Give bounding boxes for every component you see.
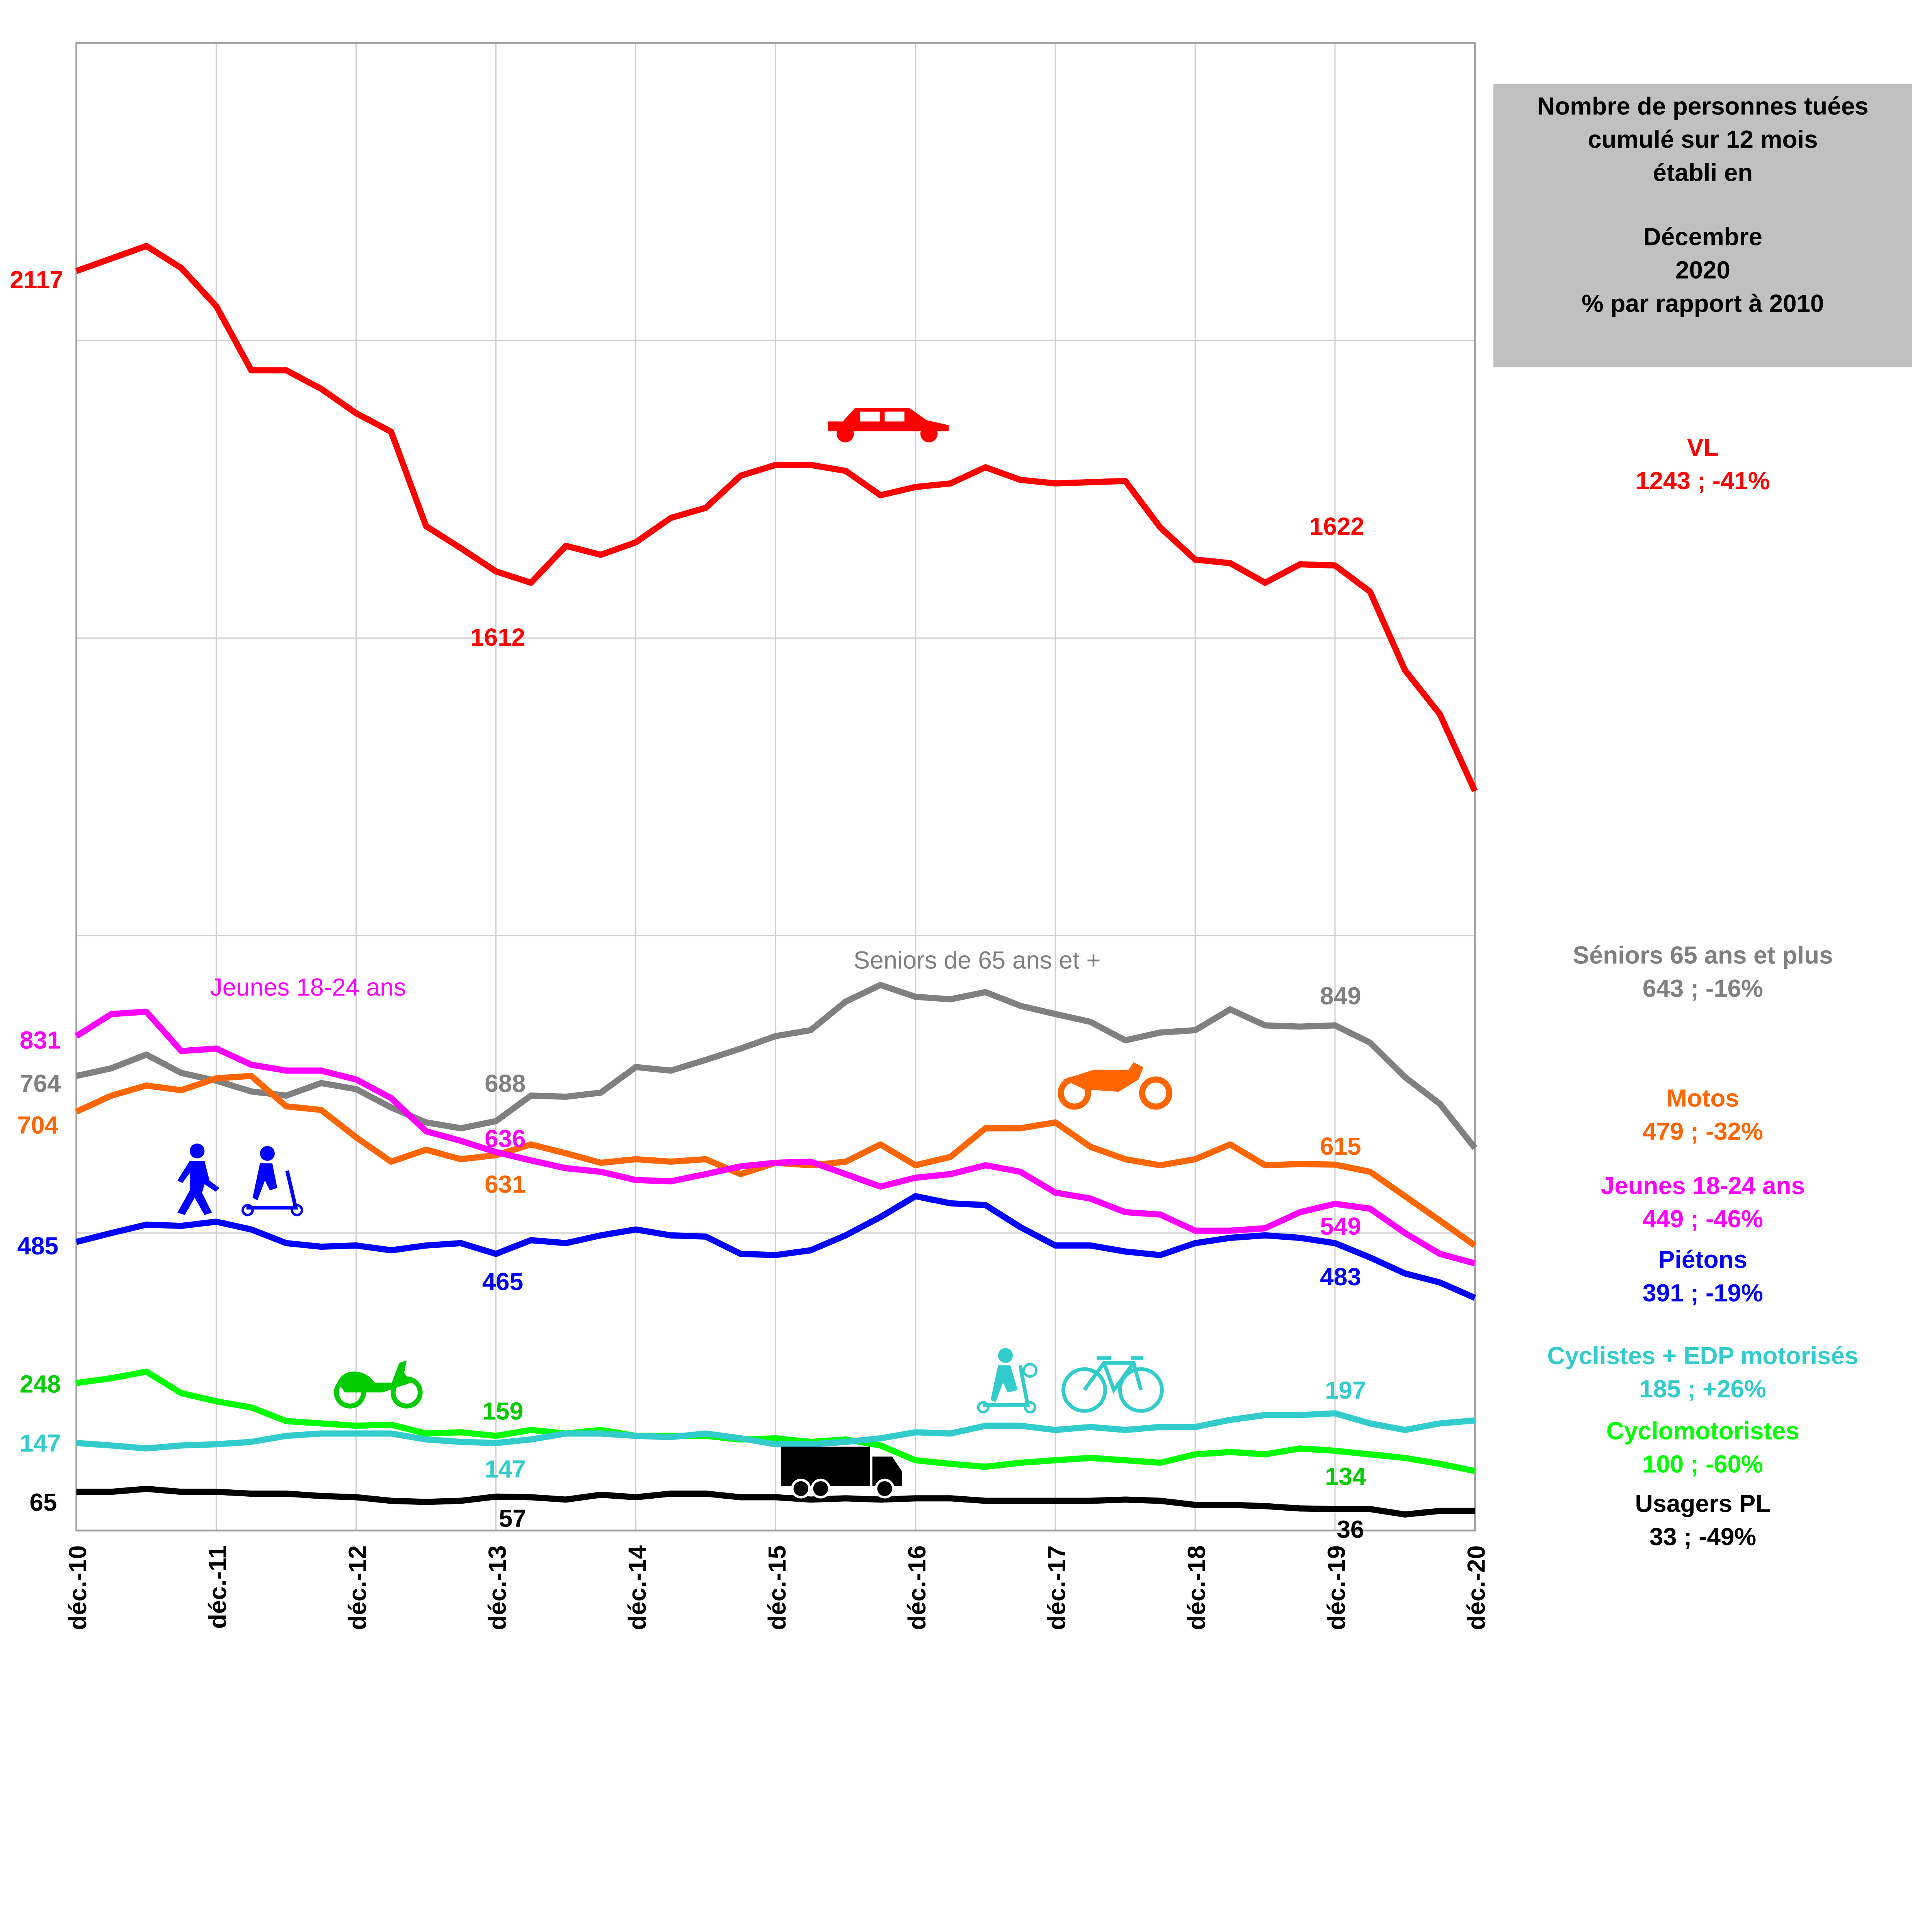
label-seniors-2019: 849 xyxy=(1320,982,1361,1010)
chart: déc.-10 déc.-11 déc.-12 déc.-13 déc.-14 déc.-… xyxy=(10,42,1912,1630)
legend-name-pl: Usagers PL xyxy=(1635,1490,1770,1518)
legend-value-cyclos: 100 ; -60% xyxy=(1643,1450,1763,1478)
legend-name-vl: VL xyxy=(1687,434,1718,461)
label-cyclistes-2019: 197 xyxy=(1325,1376,1366,1404)
label-pietons-start: 485 xyxy=(17,1232,58,1260)
x-tick-label: déc.-18 xyxy=(1183,1545,1211,1630)
legend-value-motos: 479 ; -32% xyxy=(1643,1118,1763,1145)
series-lines xyxy=(75,243,1478,1518)
label-pietons-2019: 483 xyxy=(1320,1263,1361,1291)
pedestrian-icon xyxy=(177,1143,219,1215)
legend-value-vl: 1243 ; -41% xyxy=(1636,467,1770,495)
legend-value-pl: 33 ; -49% xyxy=(1650,1523,1756,1551)
x-tick-label: déc.-15 xyxy=(763,1545,791,1630)
label-pl-2013: 57 xyxy=(499,1504,526,1532)
info-line4: Décembre xyxy=(1643,223,1762,251)
legend-name-cyclistes: Cyclistes + EDP motorisés xyxy=(1547,1342,1858,1370)
legend-name-cyclos: Cyclomotoristes xyxy=(1606,1417,1799,1445)
series-line-cyclos xyxy=(76,1368,1476,1474)
label-jeunes-2013: 636 xyxy=(485,1125,526,1153)
legend-value-pietons: 391 ; -19% xyxy=(1643,1279,1763,1307)
legend-name-motos: Motos xyxy=(1667,1084,1739,1112)
scooter-icon xyxy=(977,1348,1037,1414)
x-tick-label: déc.-16 xyxy=(903,1545,931,1630)
label-jeunes-inline: Jeunes 18-24 ans xyxy=(210,973,406,1001)
legend-value-jeunes: 449 ; -46% xyxy=(1643,1205,1763,1233)
x-tick-label: déc.-17 xyxy=(1043,1545,1071,1630)
label-vl-2019: 1622 xyxy=(1310,512,1364,540)
legend-value-cyclistes: 185 ; +26% xyxy=(1639,1375,1766,1403)
label-seniors-inline: Seniors de 65 ans et + xyxy=(854,946,1101,974)
x-tick-label: déc.-20 xyxy=(1462,1545,1490,1630)
label-cyclistes-2013: 147 xyxy=(485,1455,526,1483)
legend-value-seniors: 643 ; -16% xyxy=(1643,975,1763,1002)
x-tick-label: déc.-10 xyxy=(64,1545,92,1630)
label-seniors-2013: 688 xyxy=(485,1069,526,1097)
x-tick-label: déc.-19 xyxy=(1323,1545,1350,1630)
info-line2: cumulé sur 12 mois xyxy=(1588,126,1818,153)
moped-icon xyxy=(334,1360,423,1409)
label-cyclos-start: 248 xyxy=(20,1370,61,1398)
label-pl-start: 65 xyxy=(30,1488,57,1516)
motorcycle-icon xyxy=(1058,1062,1173,1110)
label-pietons-2013: 465 xyxy=(482,1268,523,1296)
info-line1: Nombre de personnes tuées xyxy=(1537,92,1869,120)
label-cyclos-2019: 134 xyxy=(1325,1462,1366,1490)
series-line-seniors xyxy=(76,982,1478,1150)
label-jeunes-2019: 549 xyxy=(1320,1212,1361,1240)
series-line-vl xyxy=(75,243,1478,793)
label-motos-2019: 615 xyxy=(1320,1132,1361,1160)
bicycle-icon xyxy=(1061,1356,1164,1413)
series-line-jeunes xyxy=(75,1009,1476,1266)
car-icon xyxy=(828,408,949,442)
legend-name-pietons: Piétons xyxy=(1658,1246,1747,1273)
grid xyxy=(76,43,1476,1531)
series-line-pl xyxy=(76,1485,1475,1518)
x-axis-ticks: déc.-10 déc.-11 déc.-12 déc.-13 déc.-14 déc.-… xyxy=(64,1545,1490,1630)
label-cyclistes-start: 147 xyxy=(20,1429,61,1457)
info-line5: 2020 xyxy=(1675,256,1730,284)
label-vl-start: 2117 xyxy=(10,266,63,294)
label-pl-2019: 36 xyxy=(1337,1516,1364,1543)
x-tick-label: déc.-12 xyxy=(344,1545,371,1630)
kick-scooter-icon xyxy=(241,1146,303,1217)
series-line-pietons xyxy=(75,1193,1476,1301)
label-seniors-start: 764 xyxy=(20,1069,61,1097)
data-labels: 2117 1612 1622 831 764 704 485 248 147 6… xyxy=(10,266,1366,1543)
legend: VL 1243 ; -41% Séniors 65 ans et plus 64… xyxy=(1547,434,1858,1551)
legend-name-seniors: Séniors 65 ans et plus xyxy=(1573,941,1833,969)
label-motos-2013: 631 xyxy=(485,1171,526,1198)
x-tick-label: déc.-14 xyxy=(623,1545,651,1630)
series-line-cyclistes xyxy=(76,1410,1475,1452)
label-cyclos-2013: 159 xyxy=(482,1397,523,1425)
x-tick-label: déc.-13 xyxy=(483,1545,511,1630)
x-tick-label: déc.-11 xyxy=(204,1545,231,1629)
info-box: Nombre de personnes tuées cumulé sur 12 … xyxy=(1493,83,1912,368)
label-motos-start: 704 xyxy=(17,1111,59,1139)
legend-name-jeunes: Jeunes 18-24 ans xyxy=(1601,1172,1805,1200)
info-line6: % par rapport à 2010 xyxy=(1582,289,1824,317)
info-line3: établi en xyxy=(1653,159,1753,187)
label-jeunes-start: 831 xyxy=(20,1026,61,1054)
truck-icon xyxy=(781,1446,902,1499)
label-vl-min: 1612 xyxy=(470,623,525,651)
